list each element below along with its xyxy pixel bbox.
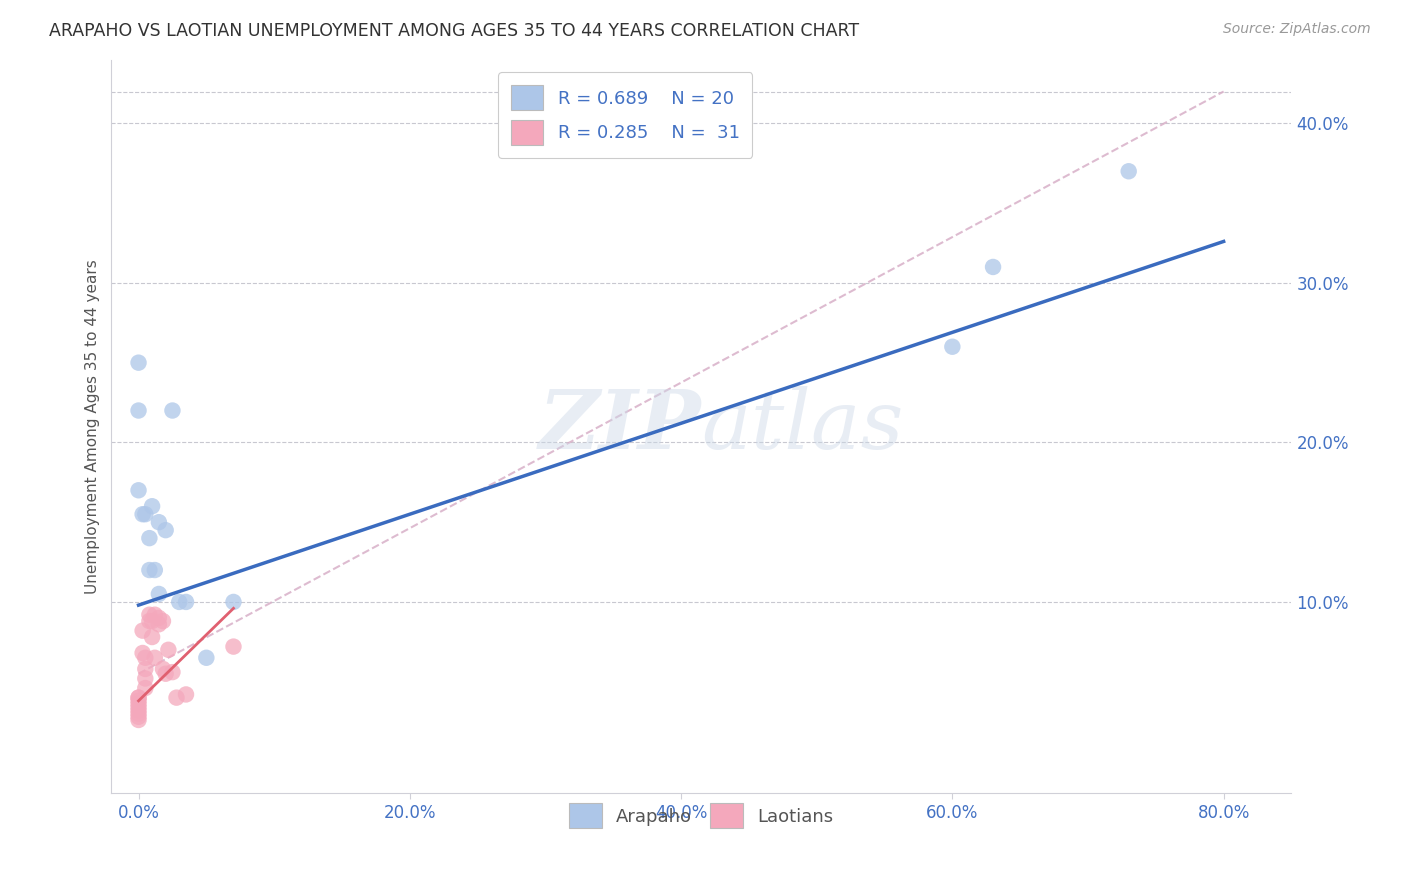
Point — [138, 614, 160, 628]
Point — [141, 614, 163, 628]
Point — [143, 607, 166, 622]
Point — [128, 694, 150, 708]
Point — [157, 642, 180, 657]
Point — [162, 665, 184, 679]
Point — [148, 587, 170, 601]
Point — [138, 563, 160, 577]
Point — [141, 500, 163, 514]
Point — [222, 595, 245, 609]
Point — [155, 666, 177, 681]
Point — [134, 662, 156, 676]
Point — [128, 403, 150, 417]
Point — [134, 672, 156, 686]
Point — [166, 690, 188, 705]
Point — [141, 630, 163, 644]
Point — [131, 507, 153, 521]
Point — [1118, 164, 1140, 178]
Point — [148, 611, 170, 625]
Point — [128, 700, 150, 714]
Point — [143, 563, 166, 577]
Point — [155, 523, 177, 537]
Point — [131, 624, 153, 638]
Point — [148, 515, 170, 529]
Point — [128, 690, 150, 705]
Point — [941, 340, 963, 354]
Point — [148, 617, 170, 632]
Point — [134, 507, 156, 521]
Point — [128, 706, 150, 721]
Point — [162, 403, 184, 417]
Y-axis label: Unemployment Among Ages 35 to 44 years: Unemployment Among Ages 35 to 44 years — [86, 259, 100, 594]
Point — [152, 614, 174, 628]
Point — [128, 356, 150, 370]
Point — [131, 646, 153, 660]
Point — [143, 650, 166, 665]
Point — [128, 710, 150, 724]
Point — [128, 690, 150, 705]
Point — [134, 650, 156, 665]
Point — [138, 531, 160, 545]
Text: Source: ZipAtlas.com: Source: ZipAtlas.com — [1223, 22, 1371, 37]
Point — [174, 595, 197, 609]
Point — [195, 650, 218, 665]
Point — [981, 260, 1004, 274]
Text: ZIP: ZIP — [538, 386, 702, 467]
Point — [138, 607, 160, 622]
Point — [128, 713, 150, 727]
Text: ARAPAHO VS LAOTIAN UNEMPLOYMENT AMONG AGES 35 TO 44 YEARS CORRELATION CHART: ARAPAHO VS LAOTIAN UNEMPLOYMENT AMONG AG… — [49, 22, 859, 40]
Point — [152, 662, 174, 676]
Text: atlas: atlas — [702, 386, 904, 467]
Point — [167, 595, 190, 609]
Point — [128, 697, 150, 711]
Point — [174, 688, 197, 702]
Point — [134, 681, 156, 695]
Point — [128, 483, 150, 498]
Legend: Arapaho, Laotians: Arapaho, Laotians — [562, 796, 841, 836]
Point — [222, 640, 245, 654]
Point — [128, 703, 150, 717]
